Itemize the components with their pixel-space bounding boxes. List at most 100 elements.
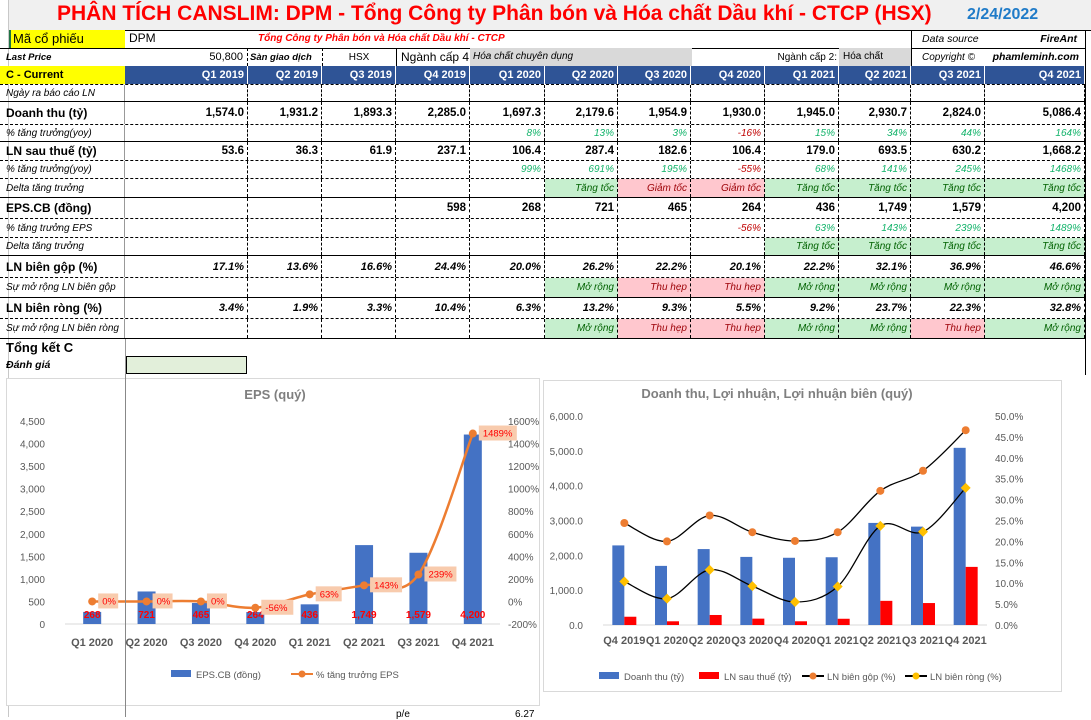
table-cell[interactable]	[470, 85, 545, 101]
table-cell[interactable]	[125, 319, 248, 338]
table-cell[interactable]	[248, 125, 322, 141]
line-marker[interactable]	[662, 593, 672, 604]
table-cell[interactable]: 63%	[765, 219, 839, 237]
line-marker[interactable]	[876, 486, 885, 495]
table-cell[interactable]: Mở rộng	[985, 278, 1085, 297]
table-cell[interactable]: Tăng tốc	[839, 179, 911, 197]
bar[interactable]	[83, 611, 102, 624]
table-cell[interactable]: 26.2%	[545, 256, 618, 277]
table-cell[interactable]	[322, 179, 396, 197]
line-marker[interactable]	[142, 597, 151, 606]
table-cell[interactable]: 1,579	[911, 198, 985, 218]
table-cell[interactable]	[396, 219, 470, 237]
line-marker[interactable]	[251, 603, 260, 612]
bar[interactable]	[965, 566, 978, 625]
bar[interactable]	[137, 591, 156, 624]
table-cell[interactable]: 264	[691, 198, 765, 218]
revenue-profit-chart[interactable]: Doanh thu, Lợi nhuận, Lợi nhuận biên (qu…	[543, 380, 1062, 692]
table-cell[interactable]: Tăng tốc	[765, 179, 839, 197]
table-cell[interactable]: 1,574.0	[125, 102, 248, 124]
table-cell[interactable]: Mở rộng	[911, 278, 985, 297]
table-cell[interactable]: 8%	[470, 125, 545, 141]
table-cell[interactable]: 9.2%	[765, 298, 839, 318]
line-marker[interactable]	[875, 520, 886, 531]
table-cell[interactable]: 721	[545, 198, 618, 218]
ticker-value[interactable]: DPM	[129, 31, 156, 45]
table-cell[interactable]: 20.0%	[470, 256, 545, 277]
table-cell[interactable]: 22.2%	[765, 256, 839, 277]
line-marker[interactable]	[961, 426, 970, 435]
line-marker[interactable]	[790, 597, 800, 608]
table-cell[interactable]: 3.3%	[322, 298, 396, 318]
table-cell[interactable]: 61.9	[322, 142, 396, 160]
table-cell[interactable]: 2,285.0	[396, 102, 470, 124]
table-cell[interactable]: 598	[396, 198, 470, 218]
table-cell[interactable]: 10.4%	[396, 298, 470, 318]
line-marker[interactable]	[620, 519, 629, 528]
table-cell[interactable]: Giảm tốc	[691, 179, 765, 197]
table-cell[interactable]: 1468%	[985, 161, 1085, 178]
line-marker[interactable]	[468, 429, 477, 438]
table-cell[interactable]	[470, 319, 545, 338]
table-cell[interactable]: 6.3%	[470, 298, 545, 318]
bar[interactable]	[880, 600, 893, 625]
table-cell[interactable]: 13.6%	[248, 256, 322, 277]
bar[interactable]	[246, 612, 265, 624]
table-cell[interactable]: Tăng tốc	[911, 179, 985, 197]
table-cell[interactable]: Mở rộng	[545, 278, 618, 297]
table-cell[interactable]: 32.1%	[839, 256, 911, 277]
table-cell[interactable]: 9.3%	[618, 298, 691, 318]
bar[interactable]	[795, 621, 807, 625]
table-cell[interactable]: 5,086.4	[985, 102, 1085, 124]
table-cell[interactable]	[125, 85, 248, 101]
table-cell[interactable]	[322, 161, 396, 178]
table-cell[interactable]: Thu hẹp	[691, 319, 765, 338]
table-cell[interactable]: 36.9%	[911, 256, 985, 277]
table-cell[interactable]: 16.6%	[322, 256, 396, 277]
table-cell[interactable]: 23.7%	[839, 298, 911, 318]
bar[interactable]	[740, 556, 753, 625]
bar[interactable]	[923, 603, 935, 625]
table-cell[interactable]: 1,930.0	[691, 102, 765, 124]
table-cell[interactable]	[396, 278, 470, 297]
bar[interactable]	[709, 614, 722, 625]
table-cell[interactable]	[545, 219, 618, 237]
table-cell[interactable]	[470, 219, 545, 237]
table-cell[interactable]: 2,824.0	[911, 102, 985, 124]
table-cell[interactable]	[322, 85, 396, 101]
line-marker[interactable]	[960, 482, 971, 493]
table-cell[interactable]: Tăng tốc	[545, 179, 618, 197]
table-cell[interactable]: Tăng tốc	[765, 238, 839, 255]
table-cell[interactable]: 465	[618, 198, 691, 218]
bar[interactable]	[300, 604, 319, 624]
table-cell[interactable]	[396, 179, 470, 197]
table-cell[interactable]	[125, 278, 248, 297]
table-cell[interactable]: 630.2	[911, 142, 985, 160]
table-cell[interactable]: 3.4%	[125, 298, 248, 318]
table-cell[interactable]	[248, 238, 322, 255]
table-cell[interactable]: 195%	[618, 161, 691, 178]
line-marker[interactable]	[747, 581, 758, 592]
table-cell[interactable]: Mở rộng	[839, 319, 911, 338]
line-marker[interactable]	[619, 576, 630, 587]
table-cell[interactable]	[322, 238, 396, 255]
table-cell[interactable]: 693.5	[839, 142, 911, 160]
table-cell[interactable]	[322, 319, 396, 338]
table-cell[interactable]: Mở rộng	[765, 278, 839, 297]
table-cell[interactable]	[248, 198, 322, 218]
table-cell[interactable]	[248, 161, 322, 178]
bar[interactable]	[697, 549, 710, 625]
table-cell[interactable]: 239%	[911, 219, 985, 237]
table-cell[interactable]: -55%	[691, 161, 765, 178]
table-cell[interactable]	[125, 161, 248, 178]
table-cell[interactable]	[125, 238, 248, 255]
rating-cell[interactable]	[126, 356, 247, 374]
table-cell[interactable]	[396, 125, 470, 141]
table-cell[interactable]: Mở rộng	[545, 319, 618, 338]
bar[interactable]	[911, 526, 923, 625]
table-cell[interactable]: 245%	[911, 161, 985, 178]
table-cell[interactable]: 46.6%	[985, 256, 1085, 277]
table-cell[interactable]	[125, 219, 248, 237]
table-cell[interactable]: Mở rộng	[839, 278, 911, 297]
table-cell[interactable]	[396, 319, 470, 338]
